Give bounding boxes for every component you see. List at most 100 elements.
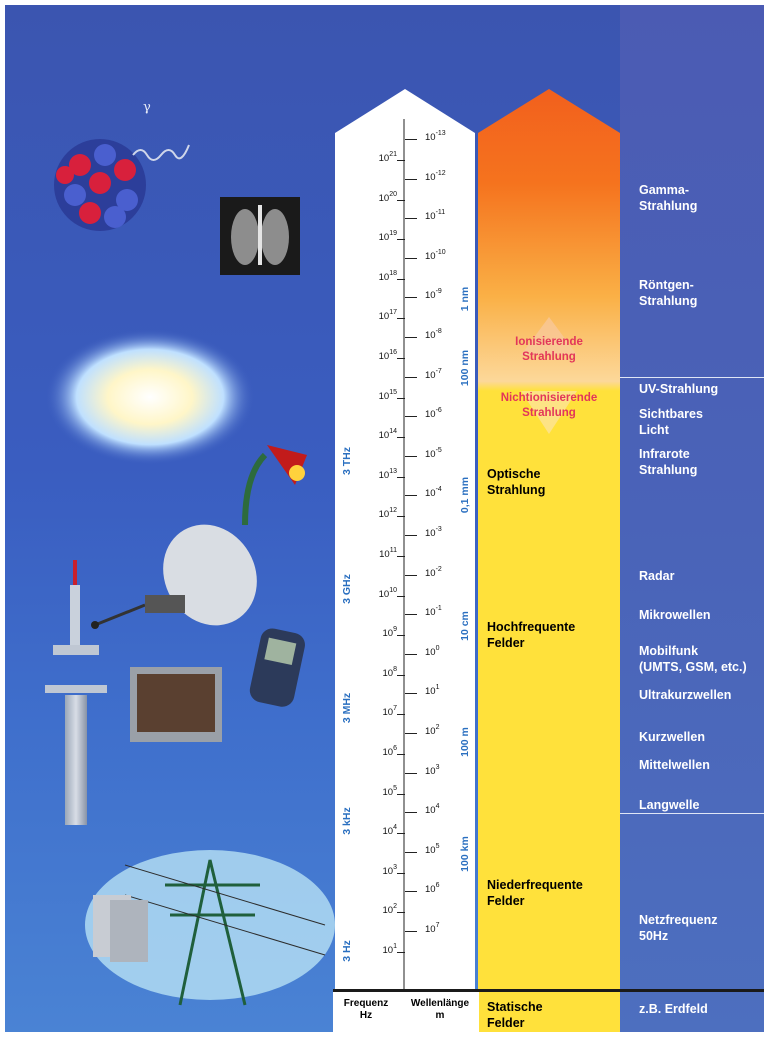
label-visible: Sichtbares Licht	[639, 407, 703, 437]
freq-tick-mark	[397, 397, 405, 399]
freq-tick-mark	[397, 714, 405, 716]
wavelength-tick-mark	[405, 574, 417, 576]
wavelength-tick-mark	[405, 772, 417, 774]
freq-marker-label: 3 MHz	[341, 692, 353, 724]
freq-tick-label: 109	[382, 626, 397, 640]
freq-tick-label: 1019	[378, 230, 397, 244]
freq-tick-mark	[397, 912, 405, 914]
freq-marker-label: 3 Hz	[341, 940, 353, 962]
label-uv: UV-Strahlung	[639, 382, 719, 396]
wavelength-tick-mark	[405, 693, 417, 695]
wavelength-marker-label: 10 cm	[459, 611, 471, 641]
freq-tick-label: 1017	[378, 309, 397, 323]
wavelength-tick-mark	[405, 614, 417, 616]
freq-tick-mark	[397, 595, 405, 597]
freq-tick-label: 105	[382, 784, 397, 798]
wavelength-tick-label: 10-4	[425, 486, 442, 500]
wavelength-tick-label: 10-1	[425, 605, 442, 619]
label-longwave: Langwelle	[639, 798, 700, 812]
freq-tick-label: 1010	[378, 586, 397, 600]
freq-tick-label: 1021	[378, 151, 397, 164]
right-label-column	[620, 5, 764, 1032]
freq-tick-mark	[397, 476, 405, 478]
freq-tick-mark	[397, 674, 405, 676]
label-mobile: Mobilfunk (UMTS, GSM, etc.)	[639, 644, 747, 674]
mobile-phone-icon	[249, 628, 305, 707]
label-microwave: Mikrowellen	[639, 608, 711, 622]
wavelength-tick-label: 106	[425, 882, 440, 896]
label-mediumwave: Mittelwellen	[639, 758, 710, 772]
freq-tick-label: 106	[382, 745, 397, 758]
gamma-wave-icon	[132, 144, 190, 161]
freq-marker-label: 3 THz	[341, 447, 353, 476]
wavelength-column	[405, 5, 451, 1032]
freq-tick-mark	[397, 160, 405, 161]
wavelength-tick-label: 104	[425, 803, 440, 817]
label-radar: Radar	[639, 569, 675, 583]
band-highfreq: Hochfrequente Felder	[487, 620, 576, 650]
freq-tick-mark	[397, 278, 405, 280]
wavelength-tick-label: 103	[425, 763, 440, 777]
wavelength-tick-label: 10-12	[425, 169, 446, 183]
wavelength-tick-label: 10-11	[425, 209, 446, 223]
footer-static-cell	[479, 992, 620, 1032]
band-optical: Optische Strahlung	[487, 467, 546, 497]
freq-tick-label: 1012	[378, 507, 397, 521]
freq-tick-label: 1018	[378, 269, 397, 283]
label-gamma: Gamma- Strahlung	[639, 183, 698, 213]
wavelength-tick-label: 100	[425, 644, 440, 658]
wavelength-marker-label: 100 m	[459, 727, 471, 757]
wavelength-marker-label: 100 km	[459, 836, 471, 872]
wavelength-marker-label: 100 nm	[459, 349, 471, 387]
freq-marker-label: 3 kHz	[341, 807, 353, 835]
freq-tick-mark	[397, 239, 405, 241]
wavelength-tick-mark	[405, 733, 417, 734]
footer-static-label: Statische Felder	[487, 1000, 543, 1030]
atom-nucleus-icon	[54, 139, 146, 231]
freq-tick-label: 104	[382, 824, 397, 838]
wavelength-tick-mark	[405, 139, 417, 140]
wavelength-tick-label: 101	[425, 684, 440, 698]
ionizing-label: Ionisierende Strahlung	[515, 336, 583, 363]
wavelength-tick-mark	[405, 931, 417, 932]
freq-tick-mark	[397, 437, 405, 439]
radio-tower-icon	[45, 560, 107, 825]
label-netfreq: Netzfrequenz 50Hz	[639, 913, 718, 943]
freq-tick-label: 1014	[378, 428, 397, 442]
freq-tick-mark	[397, 199, 405, 201]
freq-tick-mark	[397, 833, 405, 835]
wavelength-tick-mark	[405, 455, 417, 457]
wavelength-tick-label: 10-7	[425, 367, 442, 381]
wavelength-tick-label: 10-2	[425, 565, 442, 579]
wavelength-tick-label: 10-13	[425, 130, 446, 143]
wavelength-tick-mark	[405, 337, 417, 338]
wavelength-tick-label: 10-3	[425, 526, 442, 539]
separator-lowfreq	[620, 813, 764, 814]
freq-tick-label: 1015	[378, 388, 397, 402]
separator-ionizing	[620, 377, 764, 378]
wavelength-tick-label: 10-10	[425, 248, 446, 262]
freq-tick-label: 1020	[378, 190, 397, 204]
wavelength-tick-label: 107	[425, 922, 440, 935]
wavelength-tick-mark	[405, 653, 417, 655]
freq-tick-mark	[397, 793, 405, 795]
footer-wl-label: Wellenlänge m	[410, 998, 470, 1021]
spectrum-figure: γ	[5, 5, 764, 1032]
footer-divider	[333, 989, 764, 992]
freq-tick-label: 101	[382, 943, 397, 956]
freq-tick-mark	[397, 516, 405, 518]
wavelength-marker-label: 0,1 mm	[459, 476, 471, 514]
freq-tick-mark	[397, 872, 405, 874]
freq-marker-label: 3 GHz	[341, 574, 353, 604]
footer-freq-label: Frequenz Hz	[343, 998, 389, 1021]
freq-tick-label: 107	[382, 705, 397, 719]
illustrations: γ	[45, 100, 335, 1006]
lamp-icon	[242, 445, 307, 526]
freq-tick-mark	[397, 556, 405, 557]
freq-tick-label: 1013	[378, 467, 397, 481]
freq-tick-mark	[397, 952, 405, 953]
band-lowfreq: Niederfrequente Felder	[487, 878, 583, 908]
wavelength-marker-label: 1 nm	[459, 286, 471, 312]
wavelength-tick-label: 102	[425, 724, 440, 737]
wavelength-tick-label: 105	[425, 842, 440, 856]
